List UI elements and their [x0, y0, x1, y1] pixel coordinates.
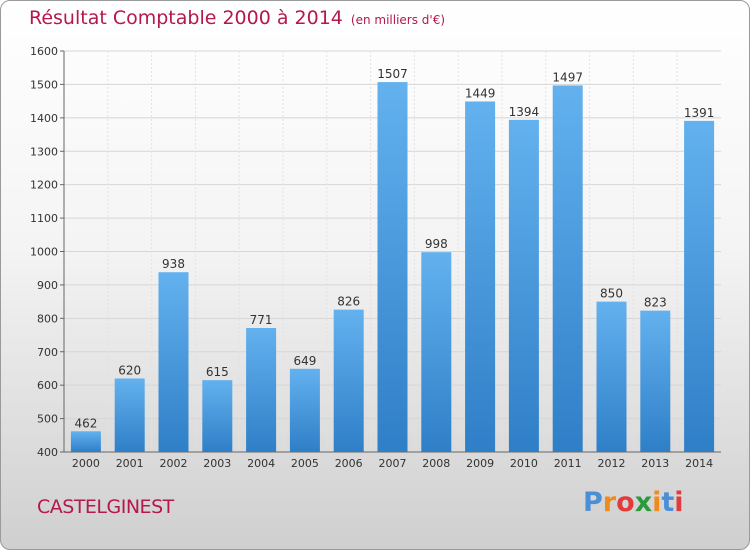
x-tick-label-2005: 2005 [291, 457, 319, 470]
x-tick-label-2007: 2007 [379, 457, 407, 470]
y-tick-label: 1000 [30, 246, 58, 259]
bar-2000 [70, 431, 101, 452]
y-tick-label: 1200 [30, 179, 58, 192]
bar-2011 [552, 85, 583, 453]
value-label-2012: 850 [600, 287, 623, 301]
x-tick-label-2004: 2004 [247, 457, 275, 470]
x-tick-label-2000: 2000 [72, 457, 100, 470]
value-label-2008: 998 [425, 237, 448, 251]
logo-letter: r [602, 487, 617, 518]
x-tick-label-2011: 2011 [554, 457, 582, 470]
x-tick-label-2008: 2008 [422, 457, 450, 470]
logo-letter: o [616, 487, 635, 518]
x-tick-label-2009: 2009 [466, 457, 494, 470]
bar-2007 [377, 82, 408, 452]
bar-2005 [289, 368, 320, 452]
bar-2001 [114, 378, 145, 452]
y-tick-label: 700 [37, 346, 58, 359]
logo-letter: P [583, 487, 603, 518]
x-tick-label-2006: 2006 [335, 457, 363, 470]
bar-2006 [333, 309, 364, 452]
logo-letter: t [661, 487, 675, 518]
bar-2004 [246, 328, 277, 452]
value-label-2011: 1497 [552, 70, 583, 84]
value-label-2004: 771 [250, 313, 273, 327]
y-tick-label: 500 [37, 413, 58, 426]
bar-2003 [202, 380, 233, 452]
chart-title: Résultat Comptable 2000 à 2014 [29, 7, 343, 29]
y-tick-label: 1300 [30, 145, 58, 158]
logo-letter: i [674, 487, 684, 518]
value-label-2010: 1394 [509, 105, 540, 119]
value-label-2007: 1507 [377, 67, 408, 81]
chart-title-block: Résultat Comptable 2000 à 2014 (en millie… [29, 7, 445, 29]
logo-letter: i [652, 487, 662, 518]
x-tick-label-2003: 2003 [203, 457, 231, 470]
y-tick-label: 600 [37, 379, 58, 392]
value-label-2014: 1391 [684, 106, 715, 120]
bar-2002 [158, 272, 189, 452]
y-tick-label: 1100 [30, 212, 58, 225]
bar-2009 [465, 101, 496, 452]
place-name: CASTELGINEST [37, 496, 174, 518]
axes: 400 500 600 700 800 900 1000 1100 1200 1300 1400 15… [30, 45, 721, 470]
value-label-2000: 462 [74, 416, 97, 430]
x-tick-label-2013: 2013 [641, 457, 669, 470]
value-label-2001: 620 [118, 363, 141, 377]
value-label-2013: 823 [644, 296, 667, 310]
x-tick-label-2010: 2010 [510, 457, 538, 470]
x-tick-label-2012: 2012 [598, 457, 626, 470]
bar-2008 [421, 252, 452, 452]
bar-2013 [640, 310, 671, 452]
value-label-2009: 1449 [465, 86, 496, 100]
proxiti-logo[interactable]: Proxiti [583, 487, 684, 518]
value-label-2005: 649 [293, 354, 316, 368]
bars [70, 82, 715, 453]
value-label-2003: 615 [206, 365, 229, 379]
bar-2010 [508, 119, 539, 453]
chart-subtitle: (en milliers d'€) [350, 13, 446, 27]
y-tick-label: 1600 [30, 45, 58, 58]
logo-letter: x [634, 487, 653, 518]
value-label-2006: 826 [337, 295, 360, 309]
value-label-2002: 938 [162, 257, 185, 271]
x-tick-label-2002: 2002 [160, 457, 188, 470]
y-tick-label: 800 [37, 312, 58, 325]
x-tick-label-2001: 2001 [116, 457, 144, 470]
y-tick-label: 900 [37, 279, 58, 292]
y-tick-label: 400 [37, 446, 58, 459]
x-tick-label-2014: 2014 [685, 457, 713, 470]
y-tick-label: 1500 [30, 78, 58, 91]
y-tick-label: 1400 [30, 112, 58, 125]
bar-2014 [684, 120, 715, 453]
bar-2012 [596, 301, 627, 452]
value-labels: 462 620 938 615 771 649 826 1507 998 1449 1394 1497… [74, 67, 714, 430]
